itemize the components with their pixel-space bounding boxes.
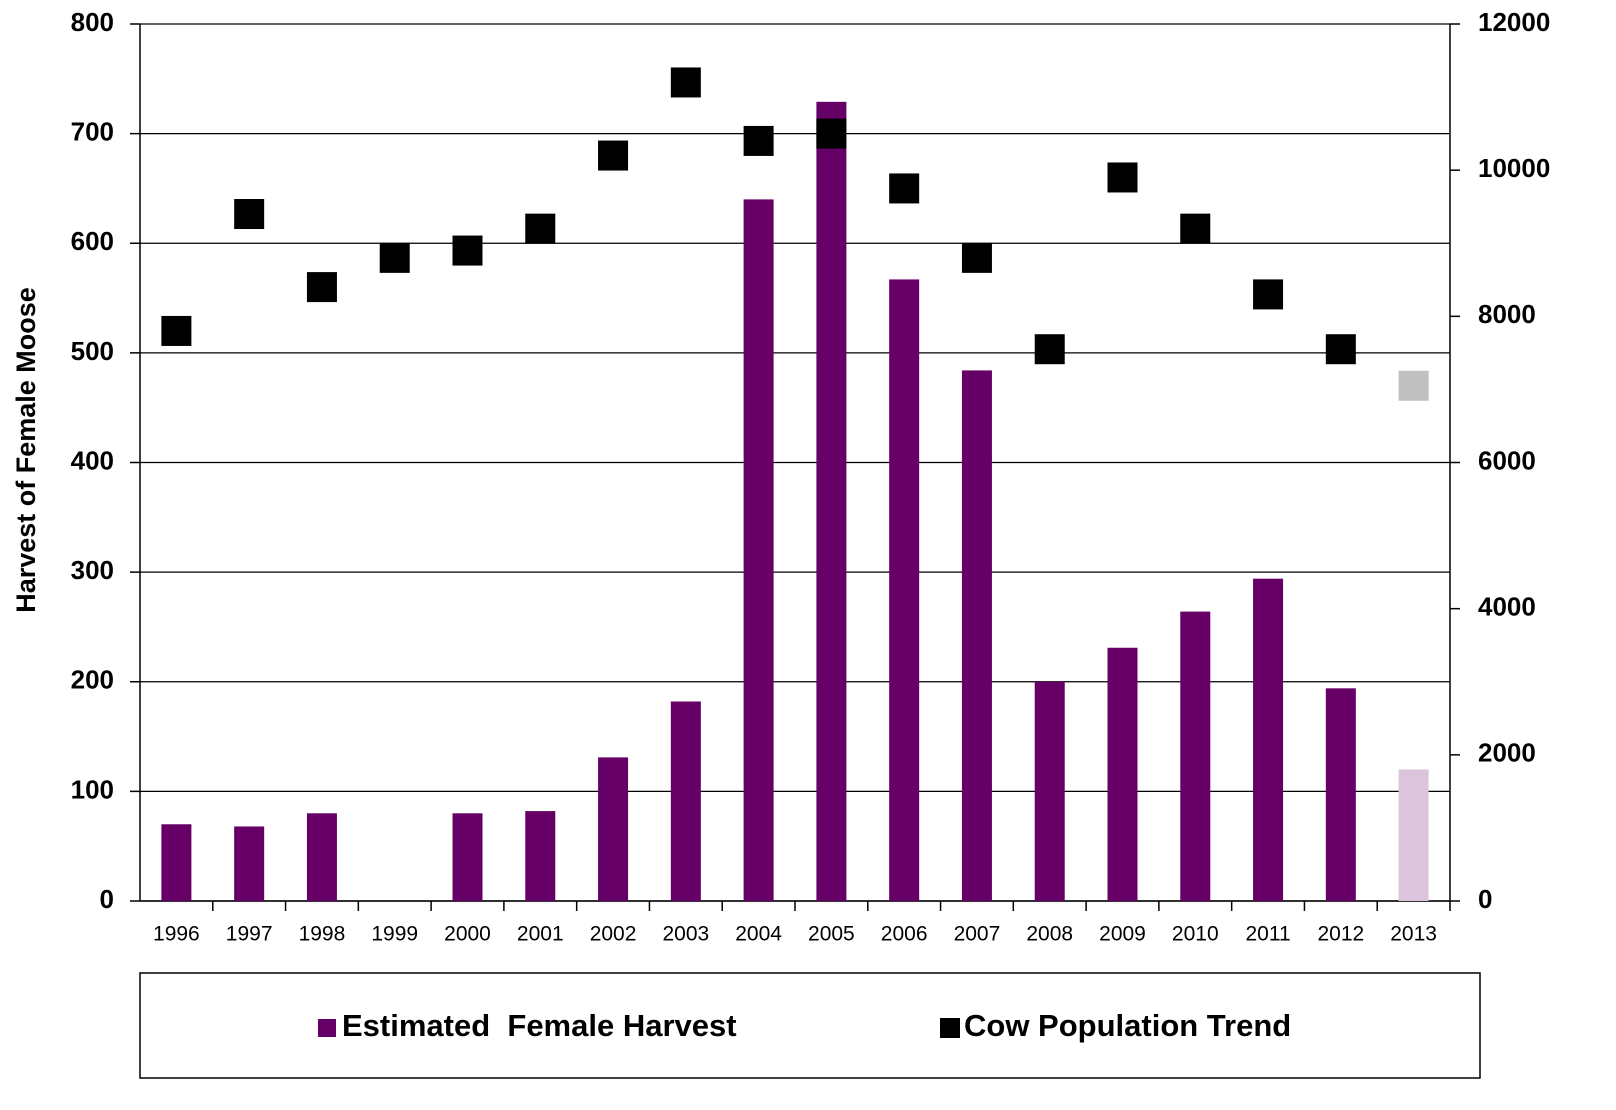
marker: [525, 213, 556, 244]
bar: [670, 701, 701, 901]
bar: [1398, 769, 1429, 901]
marker: [1398, 370, 1429, 401]
marker: [816, 118, 847, 149]
y-tick-label: 700: [71, 117, 114, 147]
bar: [161, 824, 192, 901]
y-tick-label: 800: [71, 7, 114, 37]
y2-tick-label: 4000: [1478, 592, 1536, 622]
legend-box: [139, 972, 1481, 1079]
x-tick-label: 1996: [153, 923, 200, 946]
bar: [1107, 647, 1138, 901]
x-tick-label: 2008: [1026, 923, 1073, 946]
bar: [1325, 688, 1356, 901]
marker: [379, 242, 410, 273]
y-tick-label: 0: [100, 884, 114, 914]
y2-tick-label: 6000: [1478, 445, 1536, 475]
legend-swatch: [318, 1019, 336, 1037]
marker: [1107, 162, 1138, 193]
y-tick-label: 100: [71, 774, 114, 804]
y2-tick-label: 10000: [1478, 153, 1550, 183]
y-tick-label: 500: [71, 336, 114, 366]
legend-label: Cow Population Trend: [964, 1008, 1291, 1043]
x-tick-label: 1998: [299, 923, 346, 946]
bar: [1180, 611, 1211, 901]
x-tick-label: 2010: [1172, 923, 1219, 946]
marker: [1253, 279, 1284, 310]
x-tick-label: 2000: [444, 923, 491, 946]
bar: [816, 101, 847, 902]
marker: [161, 315, 192, 346]
y2-tick-label: 0: [1478, 884, 1492, 914]
bar: [234, 826, 265, 901]
y2-tick-label: 12000: [1478, 7, 1550, 37]
bar: [961, 370, 992, 901]
y-tick-label: 200: [71, 665, 114, 695]
y-tick-label: 400: [71, 445, 114, 475]
marker: [670, 67, 701, 98]
x-tick-label: 2003: [662, 923, 709, 946]
x-tick-label: 2002: [590, 923, 637, 946]
marker: [598, 140, 629, 171]
bar: [525, 811, 556, 901]
marker: [234, 199, 265, 230]
bar: [889, 279, 920, 901]
bar: [743, 199, 774, 901]
x-tick-label: 1999: [371, 923, 418, 946]
x-tick-label: 2004: [735, 923, 782, 946]
bar: [1253, 578, 1284, 901]
marker: [306, 272, 337, 303]
bar: [306, 813, 337, 901]
legend-swatch: [940, 1018, 960, 1038]
y2-tick-label: 8000: [1478, 299, 1536, 329]
marker: [889, 173, 920, 204]
marker: [1034, 334, 1065, 365]
marker: [1180, 213, 1211, 244]
x-tick-label: 2009: [1099, 923, 1146, 946]
x-tick-label: 2005: [808, 923, 855, 946]
x-tick-label: 2007: [954, 923, 1001, 946]
marker: [1325, 334, 1356, 365]
marker: [452, 235, 483, 266]
x-tick-label: 1997: [226, 923, 273, 946]
bar: [598, 757, 629, 901]
marker: [743, 125, 774, 156]
marker: [961, 242, 992, 273]
x-tick-label: 2012: [1317, 923, 1364, 946]
y2-tick-label: 2000: [1478, 738, 1536, 768]
x-tick-label: 2013: [1390, 923, 1437, 946]
x-tick-label: 2006: [881, 923, 928, 946]
bar: [1034, 681, 1065, 901]
y-axis-title: Harvest of Female Moose: [11, 287, 41, 613]
x-tick-label: 2011: [1245, 923, 1290, 946]
bar: [452, 813, 483, 901]
x-tick-label: 2001: [517, 923, 564, 946]
y-tick-label: 300: [71, 555, 114, 585]
y-tick-label: 600: [71, 226, 114, 256]
legend-label: Estimated Female Harvest: [342, 1008, 737, 1043]
